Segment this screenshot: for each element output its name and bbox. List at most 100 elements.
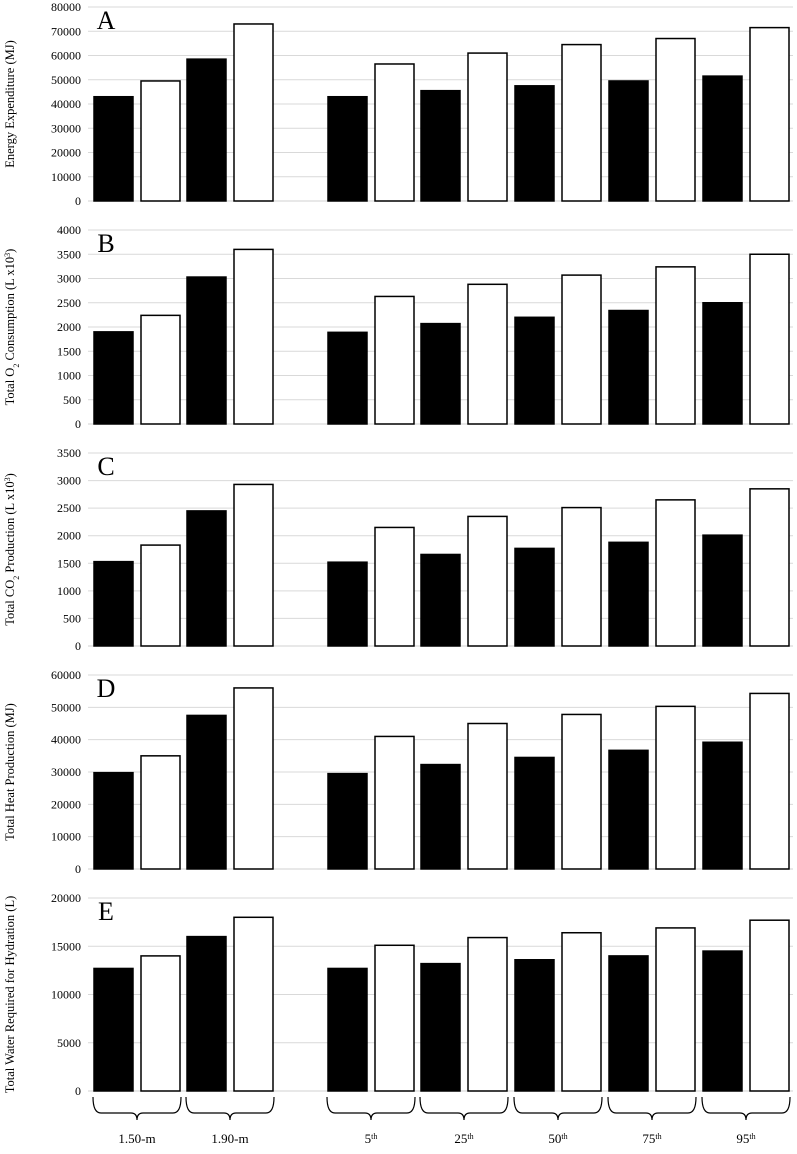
y-tick-label: 500	[63, 611, 81, 625]
panel-d: 0 10000 20000 30000 40000 50000 60000 D Total He…	[3, 668, 793, 876]
y-tick-label: 10000	[51, 988, 81, 1002]
bar	[140, 955, 181, 1092]
group-brace	[185, 1096, 275, 1121]
bar	[93, 967, 134, 1092]
y-tick-label: 1000	[57, 584, 81, 598]
bar	[374, 295, 415, 425]
bar	[655, 266, 696, 425]
bar	[186, 276, 227, 425]
y-tick-label: 0	[75, 194, 81, 208]
bar	[327, 772, 368, 870]
panel-letter: C	[97, 452, 114, 481]
y-tick-label: 20000	[51, 146, 81, 160]
y-tick-label: 0	[75, 862, 81, 876]
bar	[420, 322, 461, 425]
bar	[420, 553, 461, 647]
panel-a: 0 10000 20000 30000 40000 50000 60000 70000 8000…	[3, 0, 793, 208]
bar	[514, 85, 555, 202]
bar	[186, 714, 227, 870]
group-label: 1.90-m	[211, 1131, 248, 1146]
y-axis-label: Total CO2 Production (L x103)	[3, 473, 21, 626]
y-tick-label: 60000	[51, 668, 81, 682]
y-tick-label: 20000	[51, 891, 81, 905]
y-tick-label: 0	[75, 1084, 81, 1098]
panel-letter: A	[97, 6, 116, 35]
bar	[514, 959, 555, 1092]
bar	[749, 253, 790, 425]
bar	[327, 967, 368, 1092]
bar	[655, 37, 696, 202]
group-brace	[701, 1096, 791, 1121]
bar	[93, 95, 134, 202]
group-brace	[607, 1096, 697, 1121]
bar	[561, 43, 602, 202]
bar	[327, 95, 368, 202]
group-brace	[513, 1096, 603, 1121]
bar	[467, 515, 508, 647]
panel-b: 0 500 1000 1500 2000 2500 3000 3500 4000 B Total O…	[3, 223, 793, 431]
y-tick-label: 5000	[57, 1036, 81, 1050]
bar	[514, 547, 555, 647]
bar	[420, 962, 461, 1092]
bar	[420, 763, 461, 870]
y-tick-label: 2500	[57, 501, 81, 515]
bar	[467, 283, 508, 425]
y-tick-label: 20000	[51, 797, 81, 811]
y-tick-label: 10000	[51, 830, 81, 844]
y-tick-label: 3500	[57, 446, 81, 460]
y-tick-label: 3500	[57, 247, 81, 261]
group-brace	[326, 1096, 416, 1121]
bar	[374, 735, 415, 870]
bar	[514, 316, 555, 425]
y-axis-label: Total Heat Production (MJ)	[3, 703, 17, 841]
bar	[374, 63, 415, 202]
y-tick-label: 50000	[51, 73, 81, 87]
bar	[186, 510, 227, 647]
y-tick-label: 1500	[57, 556, 81, 570]
y-tick-label: 4000	[57, 223, 81, 237]
group-label: 50th	[548, 1131, 567, 1146]
bar	[608, 749, 649, 870]
bar	[233, 916, 274, 1092]
bar	[561, 713, 602, 870]
bar	[749, 26, 790, 202]
bar	[233, 687, 274, 870]
y-tick-label: 15000	[51, 939, 81, 953]
y-axis-label: Total O2 Consumption (L x103)	[3, 249, 21, 406]
bar	[514, 756, 555, 870]
y-tick-label: 80000	[51, 0, 81, 14]
bar	[655, 705, 696, 870]
bar	[467, 52, 508, 202]
bar	[608, 309, 649, 425]
y-tick-label: 60000	[51, 49, 81, 63]
bar	[749, 488, 790, 647]
y-tick-label: 500	[63, 393, 81, 407]
bar	[702, 534, 743, 647]
bar	[233, 248, 274, 425]
bar	[467, 722, 508, 870]
y-tick-label: 0	[75, 639, 81, 653]
group-label: 75th	[642, 1131, 661, 1146]
y-tick-label: 2000	[57, 529, 81, 543]
panel-e: 0 5000 10000 15000 20000 E Total Water Require…	[3, 891, 793, 1098]
bar	[749, 919, 790, 1092]
bar	[93, 771, 134, 870]
bar	[702, 741, 743, 870]
bar	[186, 58, 227, 202]
bar	[140, 80, 181, 202]
y-tick-label: 40000	[51, 733, 81, 747]
y-axis-label: Energy Expenditure (MJ)	[3, 40, 17, 168]
bar	[327, 331, 368, 425]
bar	[140, 544, 181, 647]
y-tick-label: 30000	[51, 121, 81, 135]
bar	[233, 483, 274, 647]
panel-letter: B	[97, 229, 114, 258]
bar	[93, 331, 134, 425]
bar	[702, 950, 743, 1092]
bar	[561, 506, 602, 647]
bar	[140, 755, 181, 870]
bar	[467, 936, 508, 1092]
y-tick-label: 2000	[57, 320, 81, 334]
bar	[655, 927, 696, 1092]
